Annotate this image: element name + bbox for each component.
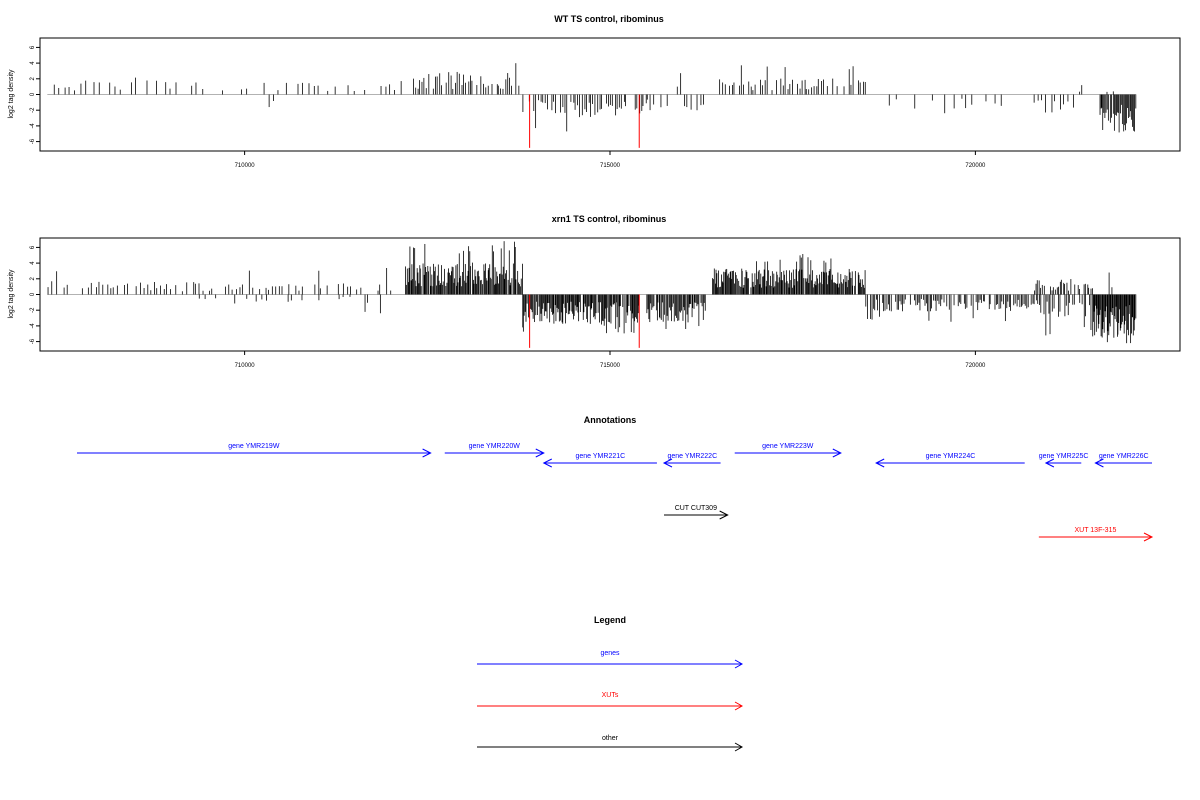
feature-label: gene YMR224C bbox=[926, 453, 976, 460]
x-tick-label: 715000 bbox=[600, 363, 621, 369]
legend-item-xuts: XUTs bbox=[477, 692, 744, 711]
y-tick-label: -4 bbox=[30, 323, 36, 329]
annotation-feature: gene YMR220W bbox=[444, 443, 545, 458]
arrowhead-icon bbox=[734, 742, 744, 752]
annotation-feature: gene YMR223W bbox=[734, 443, 842, 458]
annotations-panel: Annotations gene YMR219W gene YMR220Wgene… bbox=[77, 415, 1154, 542]
feature-label: gene YMR219W bbox=[228, 443, 280, 450]
legend-label: genes bbox=[600, 650, 620, 657]
y-tick-label: -2 bbox=[30, 107, 36, 113]
feature-label: gene YMR223W bbox=[762, 443, 814, 450]
legend-label: XUTs bbox=[602, 692, 619, 699]
annotation-feature: gene YMR222C bbox=[662, 453, 721, 468]
arrowhead-icon bbox=[662, 458, 673, 468]
track-panel-xrn1: xrn1 TS control, ribominus log2 tag dens… bbox=[8, 214, 1181, 369]
annotation-feature: gene YMR219W bbox=[77, 443, 432, 458]
feature-label: gene YMR221C bbox=[576, 453, 626, 460]
y-tick-label: 2 bbox=[30, 276, 36, 280]
y-tick-label: -6 bbox=[30, 138, 36, 144]
y-tick-label: 0 bbox=[30, 92, 36, 96]
y-tick-label: 6 bbox=[30, 245, 36, 249]
x-tick-label: 710000 bbox=[235, 363, 256, 369]
arrowhead-icon bbox=[1143, 532, 1154, 542]
x-tick-label: 715000 bbox=[600, 163, 621, 169]
plot-area: 6 4 2 0 -2 -4 -6 710000 715000 720000 bbox=[30, 45, 1137, 169]
feature-label: gene YMR225C bbox=[1039, 453, 1089, 460]
arrowhead-icon bbox=[542, 458, 552, 468]
y-tick-label: -2 bbox=[30, 307, 36, 313]
annotation-feature: XUT 13F-315 bbox=[1038, 527, 1154, 542]
arrowhead-icon bbox=[832, 448, 842, 458]
feature-label: CUT CUT309 bbox=[675, 505, 717, 512]
annotation-feature: gene YMR224C bbox=[875, 453, 1025, 468]
track-panel-wt: WT TS control, ribominus log2 tag densit… bbox=[8, 14, 1181, 169]
arrowhead-icon bbox=[734, 659, 744, 669]
plot-frame bbox=[39, 37, 1181, 152]
x-tick-label: 710000 bbox=[235, 163, 256, 169]
annotation-feature: gene YMR225C bbox=[1039, 453, 1089, 468]
arrowhead-icon bbox=[875, 458, 885, 468]
arrowhead-icon bbox=[422, 448, 432, 458]
y-tick-label: 4 bbox=[30, 61, 36, 65]
y-tick-label: 4 bbox=[30, 261, 36, 265]
arrowhead-icon bbox=[1044, 458, 1055, 468]
y-tick-label: 6 bbox=[30, 45, 36, 49]
annotation-features: gene YMR219W gene YMR220W gene YMR221C gene… bbox=[77, 443, 1154, 542]
arrowhead-icon bbox=[1094, 458, 1104, 468]
feature-label: XUT 13F-315 bbox=[1074, 527, 1116, 534]
y-tick-label: -4 bbox=[30, 123, 36, 129]
feature-label: gene YMR226C bbox=[1099, 453, 1149, 460]
y-axis-label: log2 tag density bbox=[8, 269, 15, 319]
y-axis-label: log2 tag density bbox=[8, 69, 15, 119]
y-tick-label: -6 bbox=[30, 338, 36, 344]
track-title: xrn1 TS control, ribominus bbox=[552, 214, 667, 224]
x-tick-label: 720000 bbox=[965, 163, 986, 169]
x-tick-label: 720000 bbox=[965, 363, 986, 369]
arrowhead-icon bbox=[734, 701, 744, 711]
legend-item-other: other bbox=[477, 735, 744, 752]
arrowhead-icon bbox=[719, 510, 729, 520]
annotations-title: Annotations bbox=[584, 415, 637, 425]
y-tick-label: 0 bbox=[30, 292, 36, 296]
annotation-feature: CUT CUT309 bbox=[664, 505, 729, 520]
plot-area: 6 4 2 0 -2 -4 -6 710000 715000 720000 bbox=[30, 241, 1137, 369]
feature-label: gene YMR220W bbox=[469, 443, 521, 450]
legend-item-genes: genes bbox=[477, 650, 744, 669]
annotation-feature: gene YMR221C bbox=[542, 453, 657, 468]
plot-frame bbox=[39, 237, 1181, 352]
legend-label: other bbox=[602, 735, 619, 742]
track-title: WT TS control, ribominus bbox=[554, 14, 664, 24]
legend-title: Legend bbox=[594, 615, 626, 625]
legend-panel: Legend genes XUTs other bbox=[477, 615, 744, 752]
annotation-feature: gene YMR226C bbox=[1094, 453, 1152, 468]
arrowhead-icon bbox=[535, 448, 545, 458]
y-tick-label: 2 bbox=[30, 76, 36, 80]
feature-label: gene YMR222C bbox=[667, 453, 717, 460]
